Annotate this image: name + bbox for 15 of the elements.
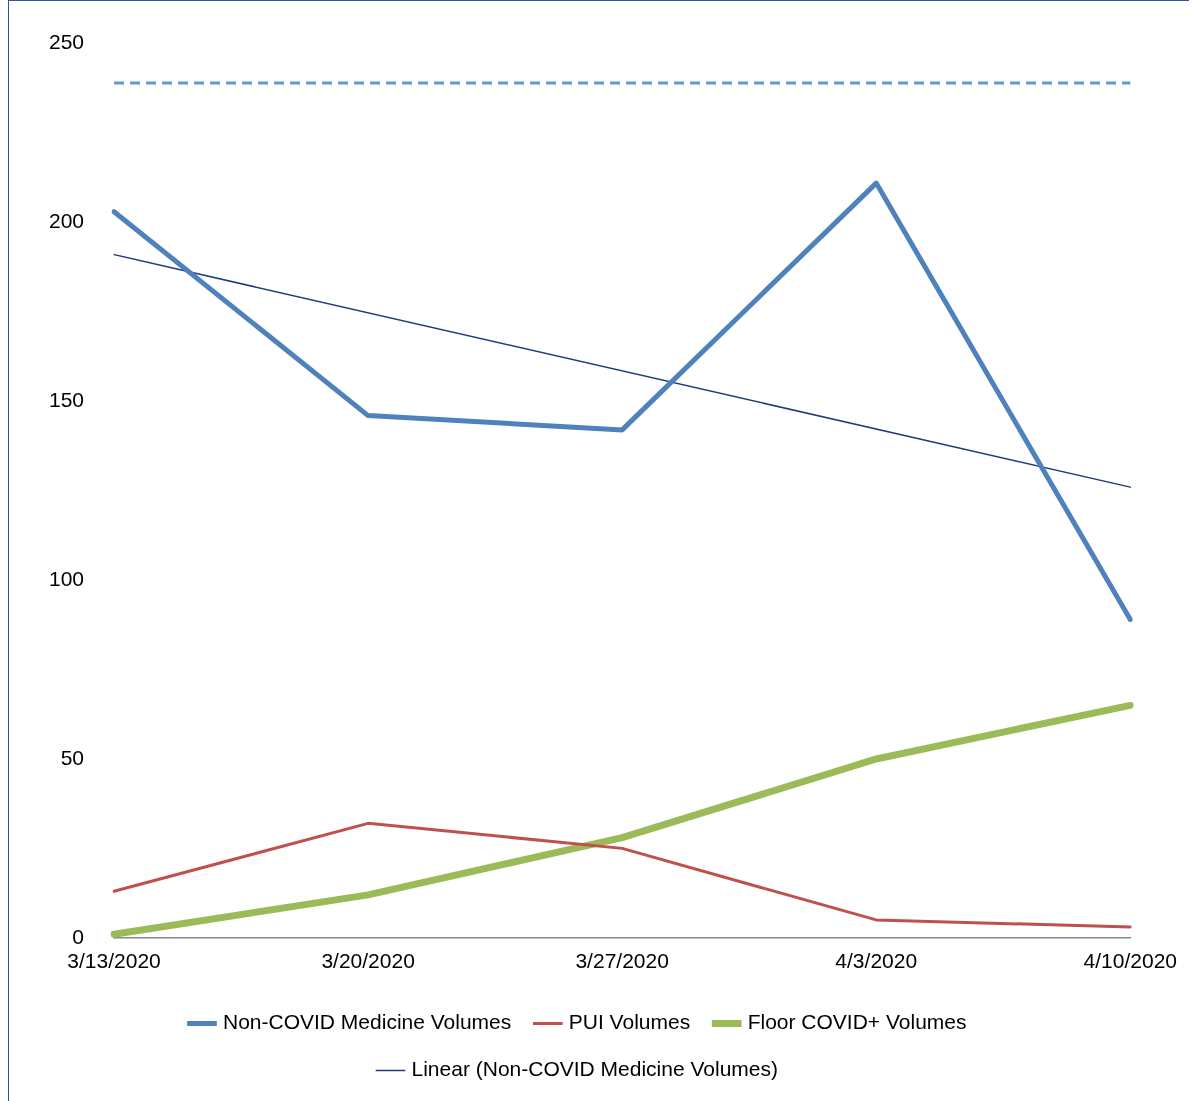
x-tick-label: 3/27/2020	[575, 949, 669, 973]
y-tick-label: 100	[48, 566, 85, 590]
x-tick-label: 4/10/2020	[1083, 949, 1178, 973]
x-tick-label: 4/3/2020	[835, 949, 918, 973]
x-tick-label: 3/20/2020	[321, 949, 415, 973]
x-tick-label: 3/13/2020	[67, 949, 161, 973]
legend-label: Floor COVID+ Volumes	[747, 1010, 967, 1034]
y-tick-label: 0	[72, 924, 85, 948]
y-tick-label: 200	[48, 209, 85, 233]
y-tick-label: 250	[48, 30, 85, 54]
legend-label: Linear (Non-COVID Medicine Volumes)	[411, 1057, 778, 1081]
y-tick-label: 150	[48, 388, 85, 412]
y-tick-label: 50	[60, 745, 85, 769]
legend-label: PUI Volumes	[568, 1010, 691, 1034]
legend-label: Non-COVID Medicine Volumes	[223, 1010, 512, 1034]
